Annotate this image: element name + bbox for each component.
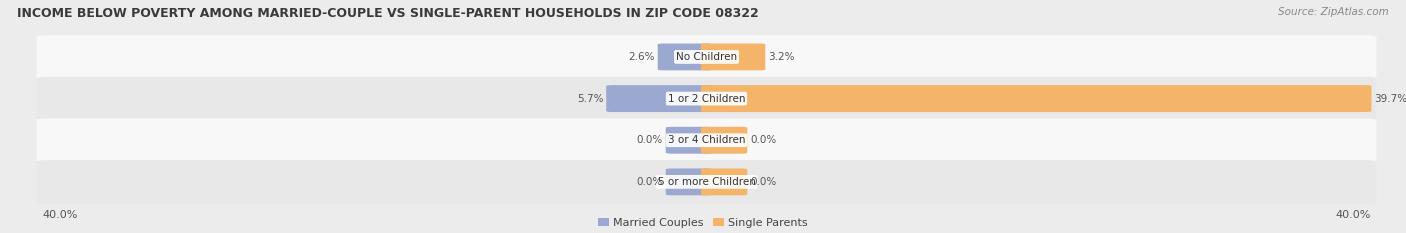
Legend: Married Couples, Single Parents: Married Couples, Single Parents [593,213,813,232]
Text: 5 or more Children: 5 or more Children [658,177,755,187]
Text: 2.6%: 2.6% [628,52,655,62]
Text: 3.2%: 3.2% [768,52,794,62]
Text: 0.0%: 0.0% [637,135,662,145]
Text: 0.0%: 0.0% [751,177,776,187]
FancyBboxPatch shape [700,44,765,70]
Text: 3 or 4 Children: 3 or 4 Children [668,135,745,145]
Text: No Children: No Children [676,52,737,62]
Text: INCOME BELOW POVERTY AMONG MARRIED-COUPLE VS SINGLE-PARENT HOUSEHOLDS IN ZIP COD: INCOME BELOW POVERTY AMONG MARRIED-COUPL… [17,7,759,20]
Text: 5.7%: 5.7% [576,94,603,104]
FancyBboxPatch shape [606,85,711,112]
Text: 1 or 2 Children: 1 or 2 Children [668,94,745,104]
Text: 0.0%: 0.0% [751,135,776,145]
FancyBboxPatch shape [665,168,711,195]
Text: 0.0%: 0.0% [637,177,662,187]
FancyBboxPatch shape [700,127,748,154]
FancyBboxPatch shape [37,77,1376,120]
FancyBboxPatch shape [665,127,711,154]
FancyBboxPatch shape [700,168,748,195]
FancyBboxPatch shape [700,85,1371,112]
FancyBboxPatch shape [37,160,1376,204]
Text: 40.0%: 40.0% [42,210,77,220]
Text: 40.0%: 40.0% [1336,210,1371,220]
FancyBboxPatch shape [658,44,711,70]
Text: 39.7%: 39.7% [1374,94,1406,104]
FancyBboxPatch shape [37,35,1376,79]
FancyBboxPatch shape [37,119,1376,162]
Text: Source: ZipAtlas.com: Source: ZipAtlas.com [1278,7,1389,17]
